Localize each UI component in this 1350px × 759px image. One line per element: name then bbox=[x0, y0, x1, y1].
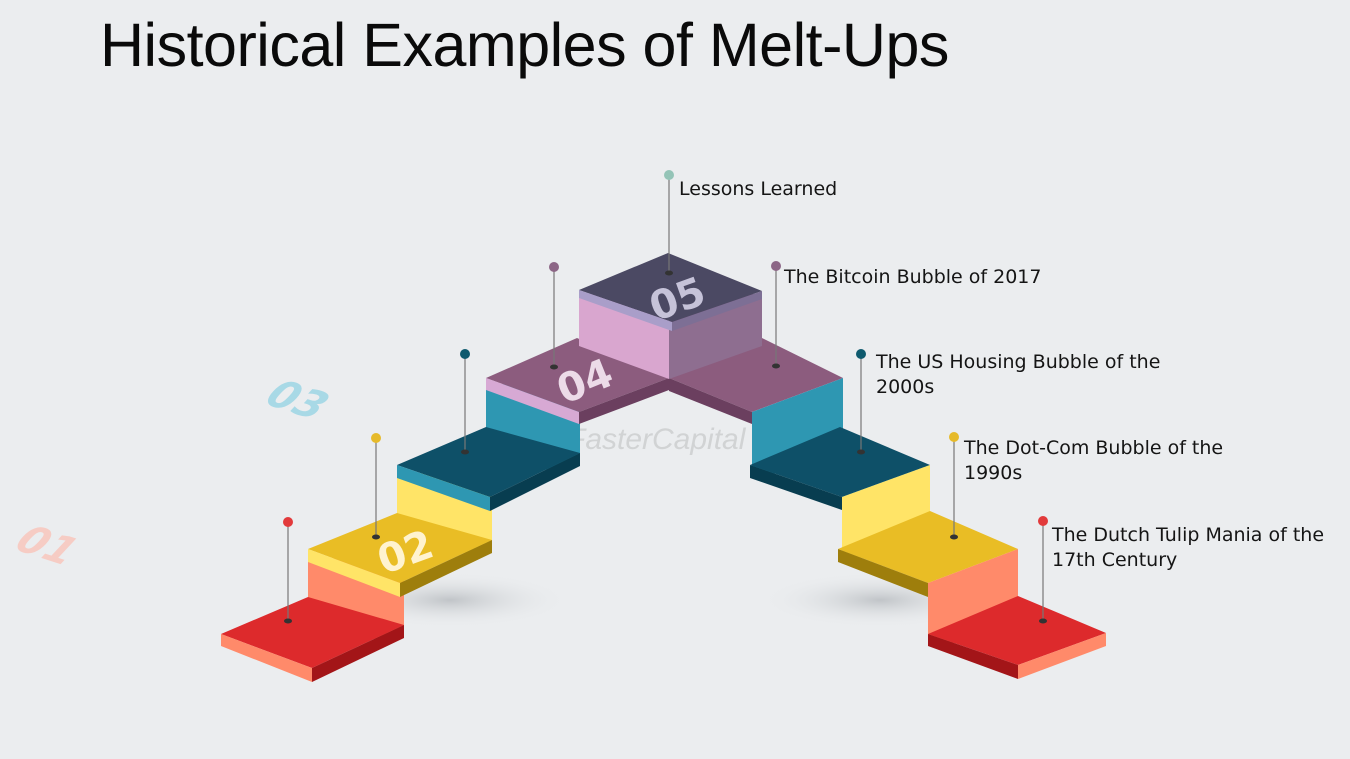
step-03-right-top bbox=[750, 427, 930, 497]
step-05 bbox=[579, 253, 762, 379]
pin-04-right bbox=[771, 261, 781, 369]
step-02-left bbox=[308, 465, 492, 597]
step-05-front-left bbox=[579, 294, 669, 379]
step-03-side bbox=[490, 453, 580, 511]
step-02-edge bbox=[308, 549, 400, 597]
step-01-right-top bbox=[928, 596, 1106, 665]
step-03-edge bbox=[397, 465, 490, 511]
step-02-right-top bbox=[838, 511, 1018, 583]
step-05-band-right bbox=[672, 291, 762, 331]
step-03-right-side bbox=[750, 465, 842, 510]
step-01-top bbox=[221, 597, 404, 668]
pin-02-left bbox=[371, 433, 381, 540]
step-03-number: 03 bbox=[254, 372, 342, 427]
pin-02-right bbox=[949, 432, 959, 540]
label-dutch-tulip-mania: The Dutch Tulip Mania of the 17th Centur… bbox=[1052, 524, 1325, 571]
step-03-top bbox=[397, 427, 580, 497]
step-01-right-edge bbox=[1018, 633, 1106, 679]
step-04-edge bbox=[486, 378, 579, 424]
step-05-band-left bbox=[579, 290, 672, 331]
step-04-top bbox=[486, 338, 669, 412]
label-dot-com-bubble: The Dot-Com Bubble of the 1990s bbox=[964, 437, 1224, 484]
pin-01-right bbox=[1038, 516, 1048, 624]
pin-04-left bbox=[549, 262, 559, 370]
pin-03-right bbox=[856, 349, 866, 455]
watermark: FasterCapital bbox=[567, 423, 746, 456]
step-01-right-side bbox=[928, 634, 1018, 679]
step-05-top bbox=[579, 253, 762, 322]
step-02-side bbox=[400, 540, 492, 597]
pin-05 bbox=[664, 170, 674, 276]
label-bitcoin-bubble: The Bitcoin Bubble of 2017 bbox=[784, 266, 1042, 288]
slide-title: Historical Examples of Melt-Ups bbox=[100, 11, 949, 79]
label-lessons-learned: Lessons Learned bbox=[679, 178, 838, 200]
step-02-top bbox=[308, 513, 492, 583]
pin-01-left bbox=[283, 517, 293, 624]
step-01-edge bbox=[221, 634, 312, 682]
step-04-side bbox=[579, 378, 669, 424]
step-05-front-right bbox=[669, 294, 762, 379]
step-01-right bbox=[928, 549, 1106, 679]
pin-03-left bbox=[460, 349, 470, 455]
label-us-housing-bubble: The US Housing Bubble of the 2000s bbox=[876, 351, 1161, 398]
step-01-side bbox=[312, 625, 404, 682]
step-01-number: 01 bbox=[3, 518, 91, 573]
step-02-right-side bbox=[838, 549, 928, 597]
step-04-right-side bbox=[669, 378, 752, 424]
step-04-right-top bbox=[669, 338, 843, 412]
